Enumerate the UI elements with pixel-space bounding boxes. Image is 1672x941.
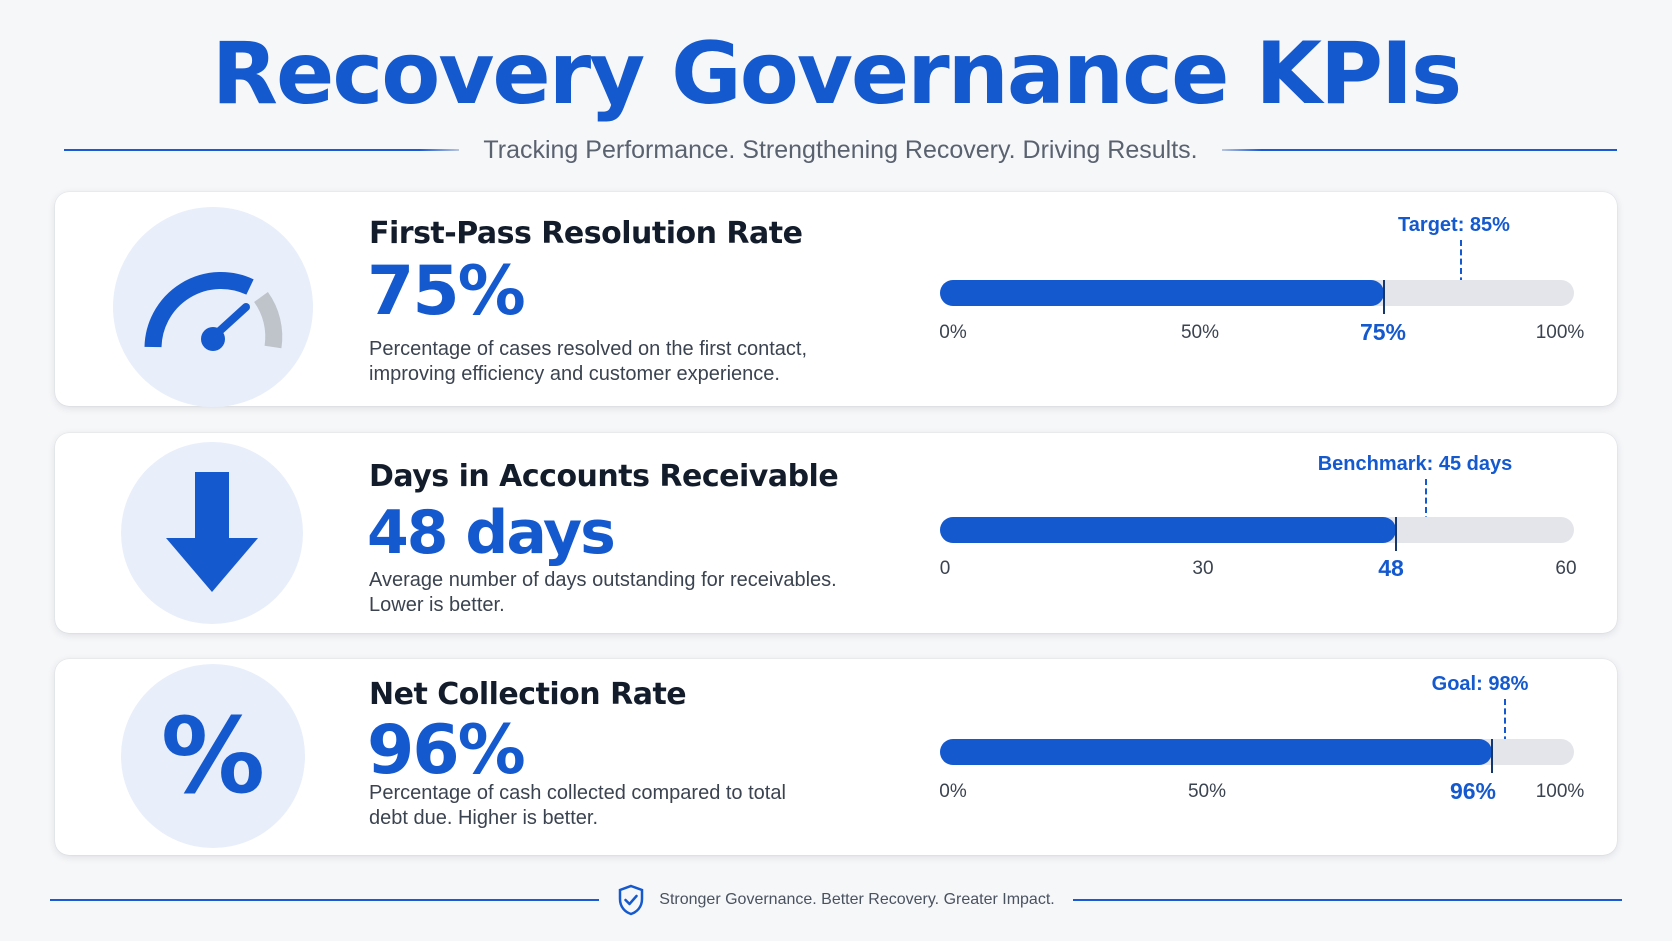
- divider-right: [1221, 149, 1617, 151]
- current-value-label: 96%: [1449, 778, 1497, 804]
- percent-icon: %: [160, 695, 266, 817]
- kpi-description-line: Average number of days outstanding for r…: [369, 569, 837, 591]
- axis-tick-label: 30: [1192, 558, 1214, 579]
- divider-left: [50, 899, 600, 901]
- progress-track: [940, 739, 1574, 773]
- target-label: Target: 85%: [1398, 214, 1510, 236]
- arrow-down-icon: [166, 472, 258, 592]
- axis-tick-label: 0: [939, 558, 951, 579]
- progress-track: [940, 280, 1574, 314]
- speedometer-icon: [144, 272, 283, 351]
- subtitle-row: Tracking Performance. Strengthening Reco…: [64, 130, 1617, 170]
- current-value-label: 48: [1378, 555, 1404, 581]
- progress-tick: [1491, 739, 1493, 773]
- kpi-name: First-Pass Resolution Rate: [369, 216, 803, 251]
- kpi-card-days-in-ar: Days in Accounts Receivable 48 days Aver…: [55, 433, 1617, 633]
- footer: Stronger Governance. Better Recovery. Gr…: [50, 882, 1622, 918]
- divider-right: [1072, 899, 1622, 901]
- page-subtitle: Tracking Performance. Strengthening Reco…: [483, 135, 1198, 164]
- kpi-value: 96%: [367, 711, 526, 790]
- divider-left: [64, 149, 460, 151]
- kpi-icon-circle: [113, 207, 313, 407]
- progress-fill: [940, 280, 1384, 306]
- kpi-description-line: Lower is better.: [369, 594, 505, 616]
- target-marker: [1460, 240, 1462, 302]
- kpi-description-line: Percentage of cases resolved on the firs…: [369, 338, 808, 360]
- axis-tick-label: 0%: [939, 781, 967, 802]
- axis-tick-label: 50%: [1180, 322, 1220, 343]
- current-value-label: 75%: [1359, 319, 1407, 345]
- kpi-description: Average number of days outstanding for r…: [369, 568, 889, 618]
- axis-tick-label: 100%: [1535, 781, 1585, 802]
- progress-tick: [1395, 517, 1397, 551]
- kpi-card-first-pass-resolution: First-Pass Resolution Rate 75% Percentag…: [55, 192, 1617, 407]
- progress-tick: [1383, 280, 1385, 314]
- target-label: Benchmark: 45 days: [1317, 453, 1513, 475]
- kpi-description-line: Percentage of cash collected compared to…: [369, 782, 786, 804]
- axis-tick-label: 100%: [1535, 322, 1585, 343]
- kpi-description-line: improving efficiency and customer experi…: [369, 363, 780, 385]
- progress-fill: [940, 739, 1492, 765]
- kpi-card-net-collection: % Net Collection Rate 96% Percentage of …: [55, 659, 1617, 855]
- kpi-description: Percentage of cash collected compared to…: [369, 781, 889, 831]
- axis-tick-label: 60: [1555, 558, 1577, 579]
- target-marker: [1425, 479, 1427, 541]
- shield-check-icon: [619, 884, 644, 916]
- kpi-value: 75%: [367, 252, 526, 331]
- kpi-icon-circle: %: [121, 664, 305, 848]
- axis-tick-label: 0%: [939, 322, 967, 343]
- kpi-name: Days in Accounts Receivable: [369, 459, 839, 494]
- kpi-icon-circle: [121, 442, 303, 624]
- kpi-value: 48 days: [367, 498, 616, 568]
- page-title: Recovery Governance KPIs: [211, 24, 1462, 124]
- kpi-description: Percentage of cases resolved on the firs…: [369, 337, 889, 387]
- progress-track: [940, 517, 1574, 551]
- target-marker: [1504, 699, 1506, 761]
- footer-text: Stronger Governance. Better Recovery. Gr…: [659, 891, 1055, 908]
- target-label: Goal: 98%: [1431, 673, 1529, 695]
- axis-tick-label: 50%: [1187, 781, 1227, 802]
- progress-fill: [940, 517, 1396, 543]
- kpi-description-line: debt due. Higher is better.: [369, 807, 599, 829]
- footer-tagline: Stronger Governance. Better Recovery. Gr…: [599, 884, 1072, 916]
- kpi-name: Net Collection Rate: [369, 677, 687, 712]
